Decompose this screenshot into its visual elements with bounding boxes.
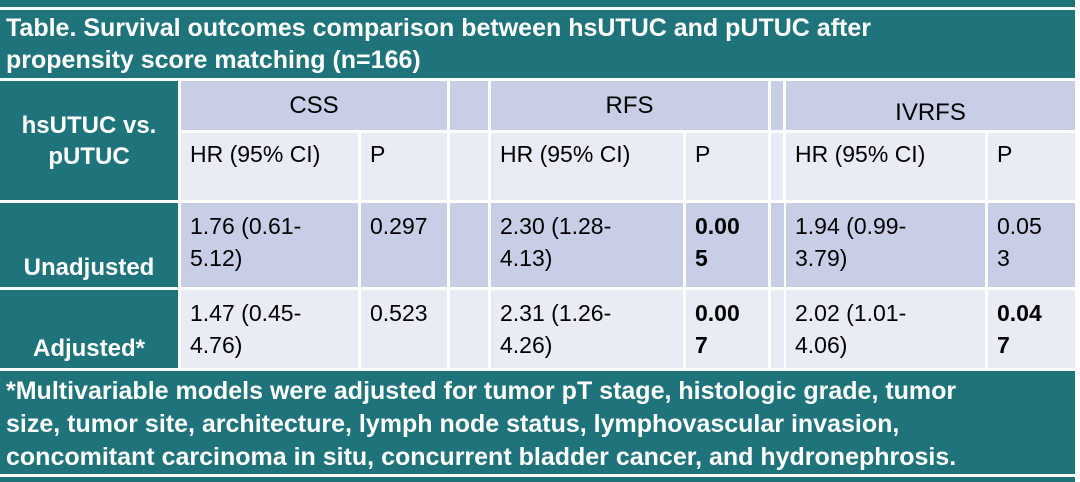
table-bottom-border [0, 477, 1075, 482]
subheader-ivrfs-p: P [988, 133, 1075, 200]
subheader-css-hr: HR (95% CI) [181, 133, 358, 200]
cell-adjusted-rfs-hr: 2.31 (1.26- 4.26) [491, 290, 683, 368]
cell-spacer [771, 290, 784, 368]
subheader-spacer [450, 133, 488, 200]
column-group-spacer [450, 81, 488, 130]
cell-adjusted-css-hr: 1.47 (0.45- 4.76) [181, 290, 358, 368]
cell-spacer [450, 203, 488, 287]
subheader-ivrfs-hr: HR (95% CI) [786, 133, 985, 200]
cell-adjusted-ivrfs-p: 0.04 7 [988, 290, 1075, 368]
subheader-rfs-p: P [686, 133, 768, 200]
row-header-comparison: hsUTUC vs. pUTUC [0, 81, 178, 200]
cell-unadjusted-rfs-p: 0.00 5 [686, 203, 768, 287]
cell-unadjusted-css-hr: 1.76 (0.61- 5.12) [181, 203, 358, 287]
table-title: Table. Survival outcomes comparison betw… [0, 10, 1075, 78]
row-label-adjusted: Adjusted* [0, 290, 178, 368]
table-footnote: *Multivariable models were adjusted for … [0, 371, 1075, 474]
column-group-ivrfs: IVRFS [786, 81, 1075, 130]
subheader-spacer [771, 133, 783, 200]
table-top-border [0, 0, 1075, 7]
cell-spacer [771, 203, 784, 287]
cell-unadjusted-css-p: 0.297 [361, 203, 447, 287]
row-label-unadjusted: Unadjusted [0, 203, 178, 287]
cell-adjusted-ivrfs-hr: 2.02 (1.01- 4.06) [786, 290, 985, 368]
subheader-rfs-hr: HR (95% CI) [491, 133, 683, 200]
cell-adjusted-rfs-p: 0.00 7 [686, 290, 768, 368]
subheader-css-p: P [361, 133, 447, 200]
cell-unadjusted-ivrfs-hr: 1.94 (0.99- 3.79) [786, 203, 985, 287]
cell-unadjusted-ivrfs-p: 0.05 3 [988, 203, 1075, 287]
cell-unadjusted-rfs-hr: 2.30 (1.28- 4.13) [491, 203, 683, 287]
column-group-rfs: RFS [491, 81, 768, 130]
column-group-spacer [771, 81, 783, 130]
cell-adjusted-css-p: 0.523 [361, 290, 447, 368]
column-group-css: CSS [181, 81, 447, 130]
cell-spacer [450, 290, 488, 368]
